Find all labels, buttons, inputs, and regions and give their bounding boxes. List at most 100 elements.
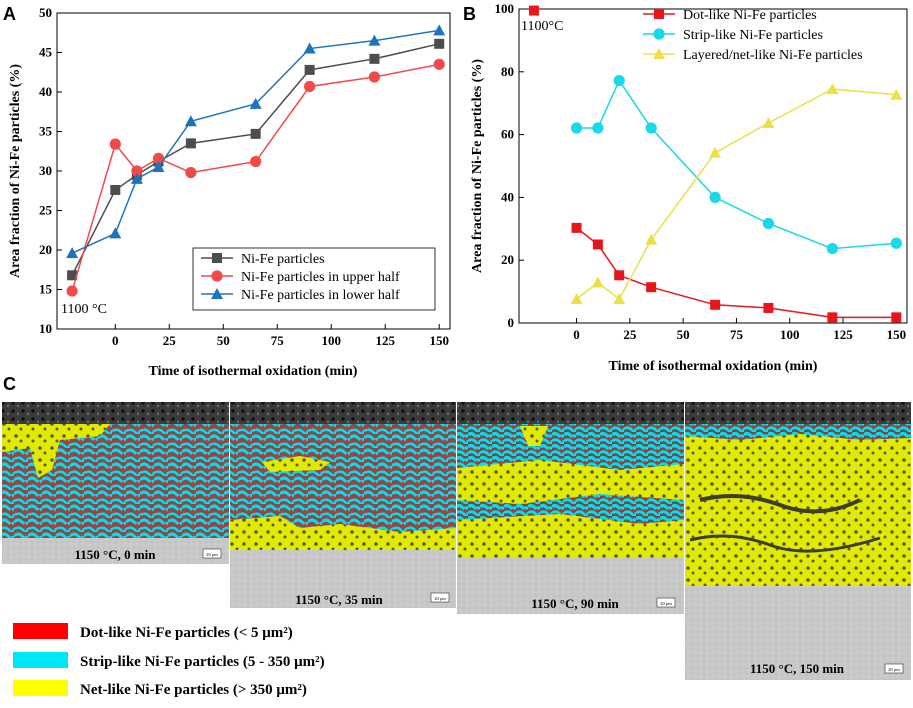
chart-b-series-line [576, 88, 897, 301]
chart-a-point [185, 166, 197, 179]
micrograph-4: 1150 °C, 150 min 20 μm [685, 402, 911, 680]
chart-b-series-line [576, 227, 897, 319]
chart-b-legend-label: Strip-like Ni-Fe particles [683, 28, 823, 43]
chart-b-point [645, 122, 657, 134]
chart-b-legend: Dot-like Ni-Fe particles Strip-like Ni-Fe… [643, 8, 863, 63]
chart-a-ytick-label: 45 [39, 45, 53, 60]
chart-a-ytick-label: 20 [39, 242, 52, 257]
chart-a-xtick-label: 0 [112, 333, 119, 348]
chart-b-xtick-label: 50 [677, 327, 690, 342]
legend-c-swatch-strip [13, 652, 68, 668]
chart-b-legend-label: Layered/net-like Ni-Fe particles [683, 48, 863, 63]
chart-b-xtick-label: 100 [780, 327, 800, 342]
micrograph-3: 1150 °C, 90 min 20 μm [457, 402, 684, 614]
chart-a-point [66, 285, 78, 297]
chart-b-series-2 [570, 83, 903, 305]
chart-a-ytick-label: 30 [39, 163, 52, 178]
chart-a-point [250, 155, 262, 168]
chart-a-point [304, 64, 315, 75]
chart-b-point [570, 122, 583, 134]
chart-b-legend-marker [653, 28, 665, 40]
chart-a-xtick-label: 25 [163, 333, 177, 348]
chart-b-ytick-label: 80 [501, 64, 514, 79]
micrograph-4-label: 1150 °C, 150 min [750, 661, 845, 676]
chart-a-point [369, 53, 380, 64]
chart-a-point [152, 161, 165, 173]
chart-a-xtick-label: 150 [429, 333, 449, 348]
micrograph-2-scale: 20 μm [434, 596, 446, 601]
chart-a-series-1 [66, 58, 445, 297]
chart-b-series-1 [570, 74, 902, 255]
chart-b-point [528, 5, 539, 16]
chart-a-point [433, 58, 445, 70]
chart-b: 0 25 50 75 100 125 150 0 20 40 60 80 100 1100°C Area… [470, 1, 908, 374]
chart-b-ytick-label: 20 [501, 252, 514, 267]
chart-a-point [185, 138, 196, 149]
chart-a-legend-label: Ni-Fe particles in upper half [241, 270, 400, 285]
chart-b-point [710, 299, 721, 310]
chart-b-point [592, 239, 603, 250]
chart-a-legend: Ni-Fe particles Ni-Fe particles in upper … [192, 247, 436, 311]
chart-b-point [890, 237, 902, 249]
chart-b-ytick-label: 0 [508, 315, 515, 330]
panel-c-letter: C [3, 374, 16, 394]
micrograph-1-scale: 20 μm [206, 552, 218, 557]
chart-b-series-3 [528, 5, 539, 16]
chart-b-point [827, 312, 838, 323]
chart-b-point [709, 146, 722, 158]
chart-a-point [131, 165, 143, 177]
legend-c-label-net: Net-like Ni-Fe particles (> 350 μm²) [80, 682, 307, 698]
chart-a-ytick-label: 50 [39, 5, 52, 20]
chart-a-ytick-label: 10 [39, 321, 52, 336]
micrograph-4-scale: 20 μm [888, 667, 900, 672]
chart-a-legend-marker [212, 253, 222, 263]
chart-a-point [434, 38, 445, 49]
chart-a-point [303, 42, 316, 54]
micrograph-1-scalebar [202, 548, 222, 559]
micrograph-1-label: 1150 °C, 0 min [74, 547, 156, 562]
chart-a-point [249, 97, 262, 109]
chart-b-xlabel: Time of isothermal oxidation (min) [609, 359, 818, 374]
chart-a-legend-label: Ni-Fe particles [241, 252, 325, 267]
chart-b-point [613, 74, 625, 87]
chart-a-ytick-label: 15 [39, 282, 53, 297]
chart-a-point [433, 24, 446, 36]
chart-b-point [613, 293, 626, 305]
chart-a-xtick-label: 50 [217, 333, 230, 348]
chart-a-point [109, 227, 122, 239]
chart-a-point [109, 138, 121, 150]
chart-b-point [891, 312, 902, 323]
chart-a-point [130, 172, 143, 184]
chart-b-point [570, 293, 583, 305]
chart-a-xlabel: Time of isothermal oxidation (min) [149, 364, 358, 379]
chart-a-xtick-label: 125 [375, 333, 395, 348]
chart-b-point [826, 242, 838, 255]
chart-b-legend-marker [654, 9, 664, 19]
chart-a-point [110, 184, 121, 195]
chart-b-xtick-label: 125 [833, 327, 853, 342]
chart-b-xtick-label: 75 [730, 327, 744, 342]
chart-a: 0 25 50 75 100 125 150 10 15 20 25 30 35 40 45 50 1100 … [8, 5, 451, 379]
panel-b-letter: B [463, 4, 476, 24]
chart-b-point [645, 233, 658, 245]
micrograph-2-label: 1150 °C, 35 min [295, 592, 383, 607]
legend-c-swatch-net [13, 680, 68, 696]
chart-a-series-2 [66, 24, 446, 259]
chart-a-point [304, 80, 316, 93]
chart-b-series-line [576, 79, 897, 250]
chart-a-ytick-label: 40 [39, 84, 52, 99]
chart-b-point [762, 217, 775, 230]
chart-b-point [646, 282, 657, 293]
chart-a-point [66, 247, 79, 259]
chart-a-point [152, 152, 165, 164]
chart-a-ytick-label: 25 [39, 203, 53, 218]
chart-a-point [250, 128, 261, 139]
chart-b-point [571, 222, 582, 233]
chart-b-point [890, 88, 903, 100]
chart-a-point [184, 115, 197, 127]
chart-b-point [762, 116, 775, 128]
micrograph-4-scalebar [884, 663, 904, 674]
chart-a-ytick-label: 35 [39, 124, 53, 139]
micrograph-3-scale: 20 μm [660, 601, 672, 606]
